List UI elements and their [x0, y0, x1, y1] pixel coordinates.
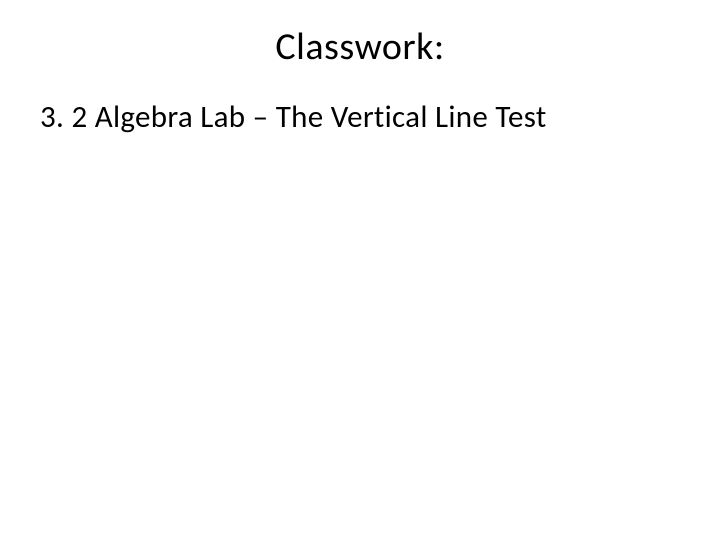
slide-title: Classwork:	[40, 24, 680, 70]
slide-body-text: 3. 2 Algebra Lab – The Vertical Line Tes…	[40, 98, 680, 136]
slide-container: Classwork: 3. 2 Algebra Lab – The Vertic…	[0, 0, 720, 540]
